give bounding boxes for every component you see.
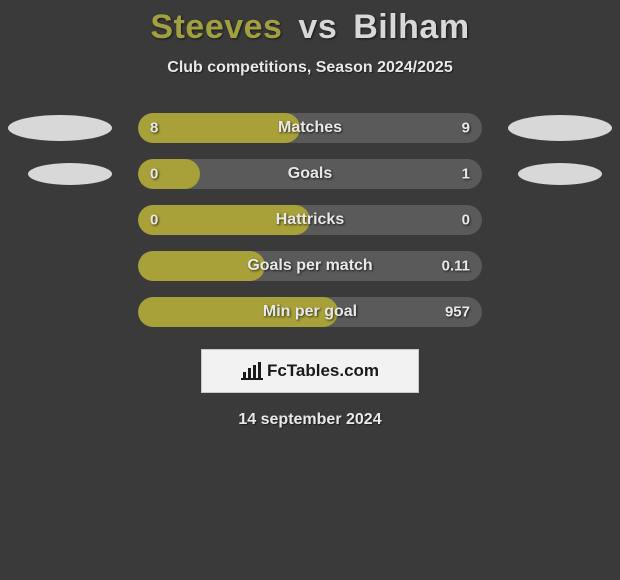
- stat-row-matches: 8 Matches 9: [0, 113, 620, 143]
- stat-label: Hattricks: [138, 211, 482, 229]
- stat-row-goals-per-match: Goals per match 0.11: [0, 251, 620, 281]
- comparison-card: Steeves vs Bilham Club competitions, Sea…: [0, 0, 620, 429]
- avatar-placeholder-right: [508, 115, 612, 141]
- avatar-placeholder-left: [28, 163, 112, 185]
- stat-right-value: 1: [462, 166, 470, 183]
- fctables-logo: FcTables.com: [241, 361, 379, 381]
- stat-label: Min per goal: [138, 303, 482, 321]
- bar-chart-icon: [241, 362, 263, 380]
- title-vs: vs: [298, 8, 337, 46]
- stat-label: Goals: [138, 165, 482, 183]
- page-title: Steeves vs Bilham: [0, 0, 620, 47]
- subtitle: Club competitions, Season 2024/2025: [0, 59, 620, 77]
- stat-bar: 8 Matches 9: [138, 113, 482, 143]
- stat-bar: Min per goal 957: [138, 297, 482, 327]
- stat-row-min-per-goal: Min per goal 957: [0, 297, 620, 327]
- stat-right-value: 9: [462, 120, 470, 137]
- stat-rows: 8 Matches 9 0 Goals 1 0 Hattricks 0: [0, 113, 620, 327]
- stat-row-hattricks: 0 Hattricks 0: [0, 205, 620, 235]
- player1-name: Steeves: [150, 8, 282, 46]
- stat-bar: 0 Hattricks 0: [138, 205, 482, 235]
- stat-label: Matches: [138, 119, 482, 137]
- stat-right-value: 957: [445, 304, 470, 321]
- stat-bar: Goals per match 0.11: [138, 251, 482, 281]
- logo-text: FcTables.com: [267, 361, 379, 381]
- stat-bar: 0 Goals 1: [138, 159, 482, 189]
- stat-row-goals: 0 Goals 1: [0, 159, 620, 189]
- date-label: 14 september 2024: [0, 411, 620, 429]
- avatar-placeholder-right: [518, 163, 602, 185]
- avatar-placeholder-left: [8, 115, 112, 141]
- stat-right-value: 0: [462, 212, 470, 229]
- stat-label: Goals per match: [138, 257, 482, 275]
- player2-name: Bilham: [353, 8, 469, 46]
- stat-right-value: 0.11: [442, 258, 470, 275]
- logo-box: FcTables.com: [201, 349, 419, 393]
